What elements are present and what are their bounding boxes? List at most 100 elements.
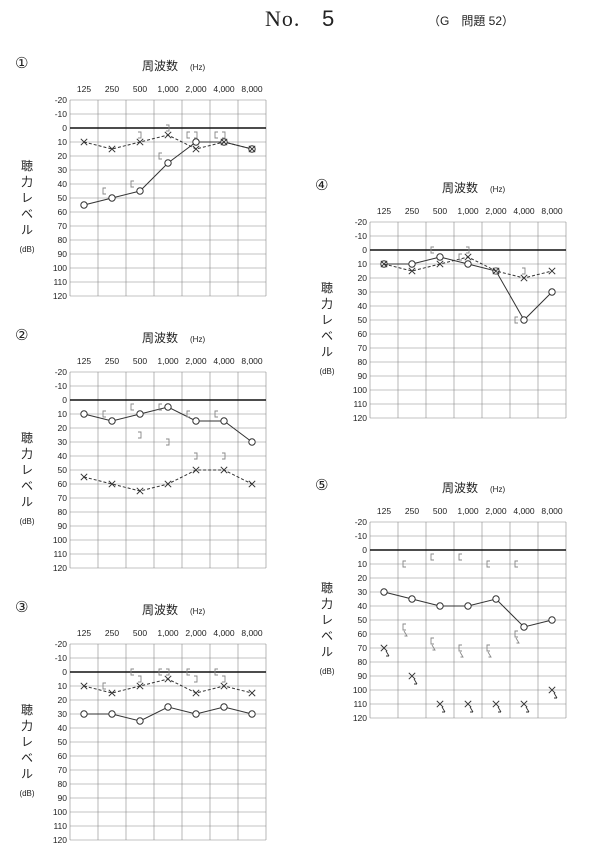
- point-bone-bracket: [514, 316, 518, 324]
- x-tick-label: 500: [133, 84, 147, 94]
- point-circle: [548, 288, 556, 296]
- point-bone-bracket: [458, 553, 462, 561]
- audiogram-4: ④ 周波数 (Hz)125 250 500 1,000 2,000 4,000 8,000-20…: [315, 177, 567, 423]
- point-cross-scaleout: [548, 686, 558, 699]
- y-tick-label: -20: [355, 517, 368, 527]
- y-axis-title-char: 聴: [21, 703, 33, 717]
- point-circle: [108, 417, 116, 425]
- panel-number: ①: [15, 55, 28, 72]
- header-no-label: No.: [265, 6, 301, 31]
- x-tick-label: 500: [133, 356, 147, 366]
- x-tick-label: 4,000: [213, 356, 235, 366]
- point-cross: [192, 689, 200, 697]
- panel-number: ⑤: [315, 477, 328, 494]
- point-circle: [408, 260, 416, 268]
- y-tick-label: 20: [58, 423, 68, 433]
- y-tick-label: 100: [53, 263, 67, 273]
- point-cross: [464, 253, 472, 261]
- y-axis-title-char: 力: [321, 597, 333, 611]
- point-bone-bracket-mirror: [222, 131, 226, 139]
- y-tick-label: 10: [58, 681, 68, 691]
- y-axis-title-char: 聴: [21, 159, 33, 173]
- y-tick-label: -10: [55, 381, 68, 391]
- y-tick-label: 60: [58, 751, 68, 761]
- y-tick-label: 120: [53, 835, 67, 845]
- point-bone-bracket-mirror: [194, 131, 198, 139]
- point-bone-bracket-scaleout: [486, 644, 492, 658]
- point-circle: [80, 410, 88, 418]
- y-axis-unit: (dB): [19, 789, 34, 798]
- y-tick-label: 70: [58, 493, 68, 503]
- point-bone-bracket: [430, 553, 434, 561]
- grid: [369, 221, 567, 419]
- y-axis-title-char: ベ: [21, 207, 33, 221]
- point-bone-bracket: [158, 152, 162, 160]
- point-cross: [108, 480, 116, 488]
- y-tick-label: 120: [53, 291, 67, 301]
- point-cross-scaleout: [408, 672, 418, 685]
- y-tick-label: 20: [358, 573, 368, 583]
- point-cross: [248, 689, 256, 697]
- y-axis-title-char: 聴: [21, 431, 33, 445]
- y-tick-label: -20: [55, 639, 68, 649]
- point-bone-bracket-scaleout: [514, 630, 520, 644]
- point-circle: [380, 588, 388, 596]
- x-axis-unit: (Hz): [490, 485, 505, 494]
- point-cross: [164, 480, 172, 488]
- x-axis-unit: (Hz): [190, 335, 205, 344]
- y-tick-label: 110: [53, 277, 67, 287]
- y-tick-label: 30: [58, 165, 68, 175]
- point-circle: [492, 595, 500, 603]
- point-bone-bracket-mirror: [194, 675, 198, 683]
- point-cross-scaleout: [464, 700, 474, 713]
- point-bone-bracket-mirror: [138, 675, 142, 683]
- point-bone-bracket-mirror: [166, 438, 170, 446]
- y-axis-title-char: レ: [321, 613, 333, 627]
- point-bone-bracket-mirror: [222, 675, 226, 683]
- point-cross: [248, 145, 256, 153]
- point-bone-bracket-mirror: [194, 452, 198, 460]
- point-cross: [164, 131, 172, 139]
- point-bone-bracket: [102, 410, 106, 418]
- point-bone-bracket: [214, 410, 218, 418]
- grid: [69, 99, 267, 297]
- y-axis-title-char: 力: [21, 447, 33, 461]
- y-axis-title-char: ベ: [21, 479, 33, 493]
- point-circle: [220, 417, 228, 425]
- point-circle: [192, 710, 200, 718]
- point-bone-bracket-mirror: [522, 267, 526, 275]
- y-tick-label: -20: [355, 217, 368, 227]
- point-cross: [192, 466, 200, 474]
- y-tick-label: 0: [362, 245, 367, 255]
- y-tick-label: 10: [58, 409, 68, 419]
- point-cross: [220, 682, 228, 690]
- point-circle: [248, 438, 256, 446]
- point-cross: [80, 473, 88, 481]
- point-cross: [492, 267, 500, 275]
- point-bone-bracket: [102, 682, 106, 690]
- y-tick-label: -20: [55, 367, 68, 377]
- point-circle: [136, 410, 144, 418]
- point-cross: [548, 267, 556, 275]
- y-tick-label: 10: [358, 259, 368, 269]
- point-cross: [80, 138, 88, 146]
- point-bone-bracket: [158, 403, 162, 411]
- y-tick-label: 50: [58, 193, 68, 203]
- x-axis-unit: (Hz): [490, 185, 505, 194]
- point-circle: [464, 602, 472, 610]
- point-circle: [164, 703, 172, 711]
- y-axis-title-char: ベ: [21, 751, 33, 765]
- point-bone-bracket: [486, 560, 490, 568]
- point-circle: [108, 194, 116, 202]
- y-axis-unit: (dB): [19, 245, 34, 254]
- x-tick-label: 1,000: [457, 206, 479, 216]
- x-tick-label: 4,000: [513, 206, 535, 216]
- x-axis-title: 周波数: [142, 330, 178, 345]
- y-axis-title-char: 力: [321, 297, 333, 311]
- y-axis-title-char: ベ: [321, 629, 333, 643]
- x-tick-label: 4,000: [213, 84, 235, 94]
- x-tick-label: 1,000: [157, 628, 179, 638]
- point-bone-bracket-scaleout: [458, 644, 464, 658]
- y-axis-unit: (dB): [319, 367, 334, 376]
- point-circle: [220, 703, 228, 711]
